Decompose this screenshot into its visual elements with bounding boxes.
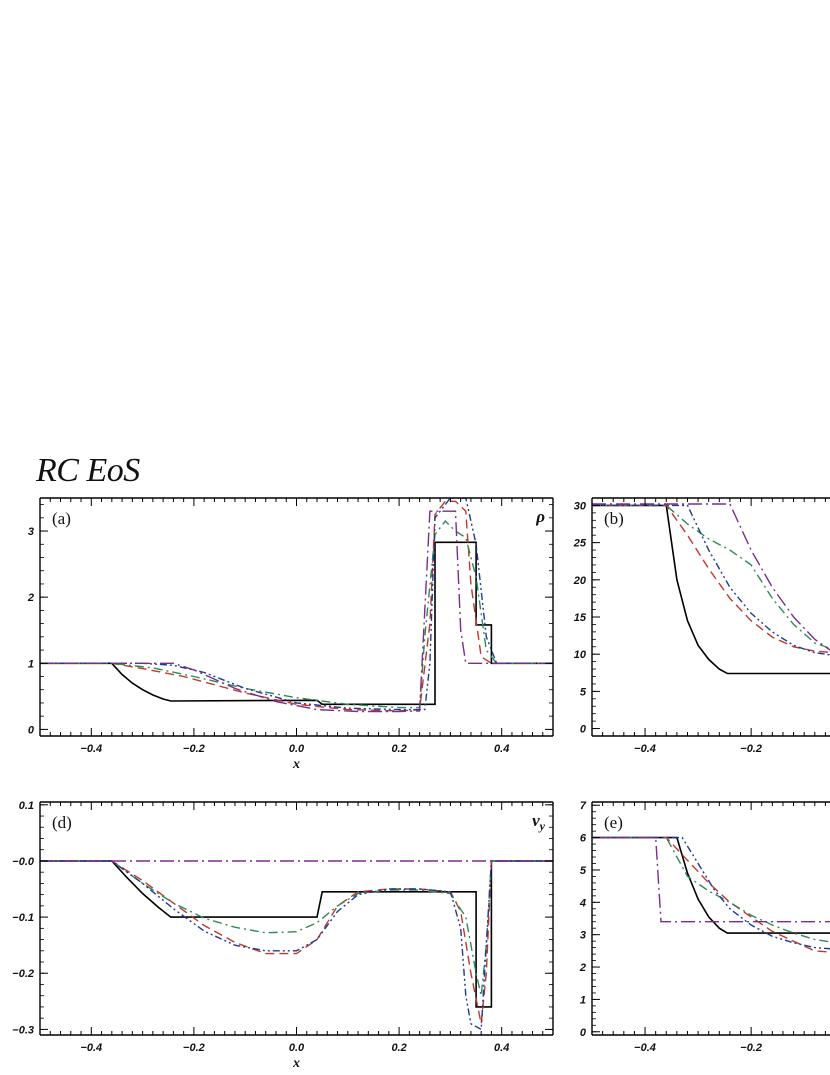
y-tick-label: 25 [573, 538, 587, 550]
y-tick-label: 5 [580, 865, 587, 877]
y-tick-label: 3 [580, 930, 586, 942]
series-line [592, 503, 830, 651]
series-line [592, 836, 830, 943]
y-tick-label: 2 [27, 592, 34, 604]
series-line [40, 500, 553, 712]
x-tick-label: 0.0 [289, 1042, 305, 1054]
series-line [592, 836, 830, 923]
variable-label: vy [532, 811, 546, 833]
panel-label: (b) [604, 509, 624, 528]
chart-panel: −0.4 −0.2 0.0 0.2 0.4 0 1 2 3 (a) ρ x [27, 497, 554, 772]
y-tick-label: 0 [580, 1027, 587, 1039]
y-tick-label: 2 [579, 962, 586, 974]
x-tick-label: 0.0 [289, 743, 305, 755]
y-tick-label: 4 [579, 897, 586, 909]
y-tick-label: 0 [28, 724, 35, 736]
y-tick-label: 3 [28, 526, 34, 538]
y-tick-label: 5 [580, 686, 587, 698]
panel-label: (e) [604, 813, 623, 832]
x-tick-label: −0.2 [183, 743, 205, 755]
panel-label: (d) [52, 813, 72, 832]
y-tick-label: 1 [28, 658, 34, 670]
x-tick-label: 0.2 [391, 1042, 406, 1054]
x-tick-label: −0.4 [80, 1042, 102, 1054]
series-line [592, 504, 830, 656]
series-line [592, 836, 830, 934]
y-tick-label: −0.2 [12, 968, 34, 980]
series-line [592, 504, 830, 653]
y-tick-label: −0.3 [12, 1024, 34, 1036]
panel-label: (a) [52, 509, 71, 528]
x-tick-label: −0.2 [740, 1042, 762, 1054]
y-tick-label: 0.1 [19, 800, 34, 812]
x-tick-label: 0.4 [494, 743, 509, 755]
x-tick-label: −0.2 [740, 743, 762, 755]
y-tick-label: 1 [580, 994, 586, 1006]
chart-panel: −0.4 −0.2 0.0 0.2 0.4 0.1 −0.0 −0.1 −0.2 −0.3 (d) v… [12, 800, 554, 1071]
series-line [592, 836, 830, 953]
x-tick-label: −0.4 [634, 1042, 656, 1054]
series-line [40, 510, 553, 713]
series-line [40, 860, 553, 1031]
figure-title: RC EoS [36, 452, 140, 489]
x-tick-label: −0.4 [80, 743, 102, 755]
series-line [40, 498, 553, 711]
x-tick-label: 0.4 [494, 1042, 509, 1054]
series-line [40, 860, 553, 996]
y-tick-label: 10 [574, 649, 587, 661]
y-tick-label: 20 [573, 575, 587, 587]
y-tick-label: −0.1 [12, 912, 34, 924]
x-tick-label: −0.4 [634, 743, 656, 755]
series-line [40, 860, 553, 1008]
series-line [592, 836, 830, 950]
y-tick-label: −0.0 [12, 856, 35, 868]
variable-label: ρ [535, 507, 545, 526]
series-line [592, 504, 830, 650]
series-line [40, 860, 553, 1024]
x-tick-label: 0.2 [391, 743, 406, 755]
x-tick-label: −0.2 [183, 1042, 205, 1054]
series-line [592, 504, 830, 675]
chart-panel: −0.4 −0.2 0 5 10 15 20 25 30 (b) [573, 497, 830, 755]
y-tick-label: 6 [580, 833, 587, 845]
x-axis-label: x [292, 757, 300, 772]
y-tick-label: 15 [574, 612, 587, 624]
y-tick-label: 7 [580, 800, 587, 812]
y-tick-label: 30 [574, 500, 587, 512]
y-tick-label: 0 [580, 724, 587, 736]
chart-panel: −0.4 −0.2 0 1 2 3 4 5 6 7 (e) [579, 800, 830, 1054]
x-axis-label: x [292, 1056, 300, 1071]
